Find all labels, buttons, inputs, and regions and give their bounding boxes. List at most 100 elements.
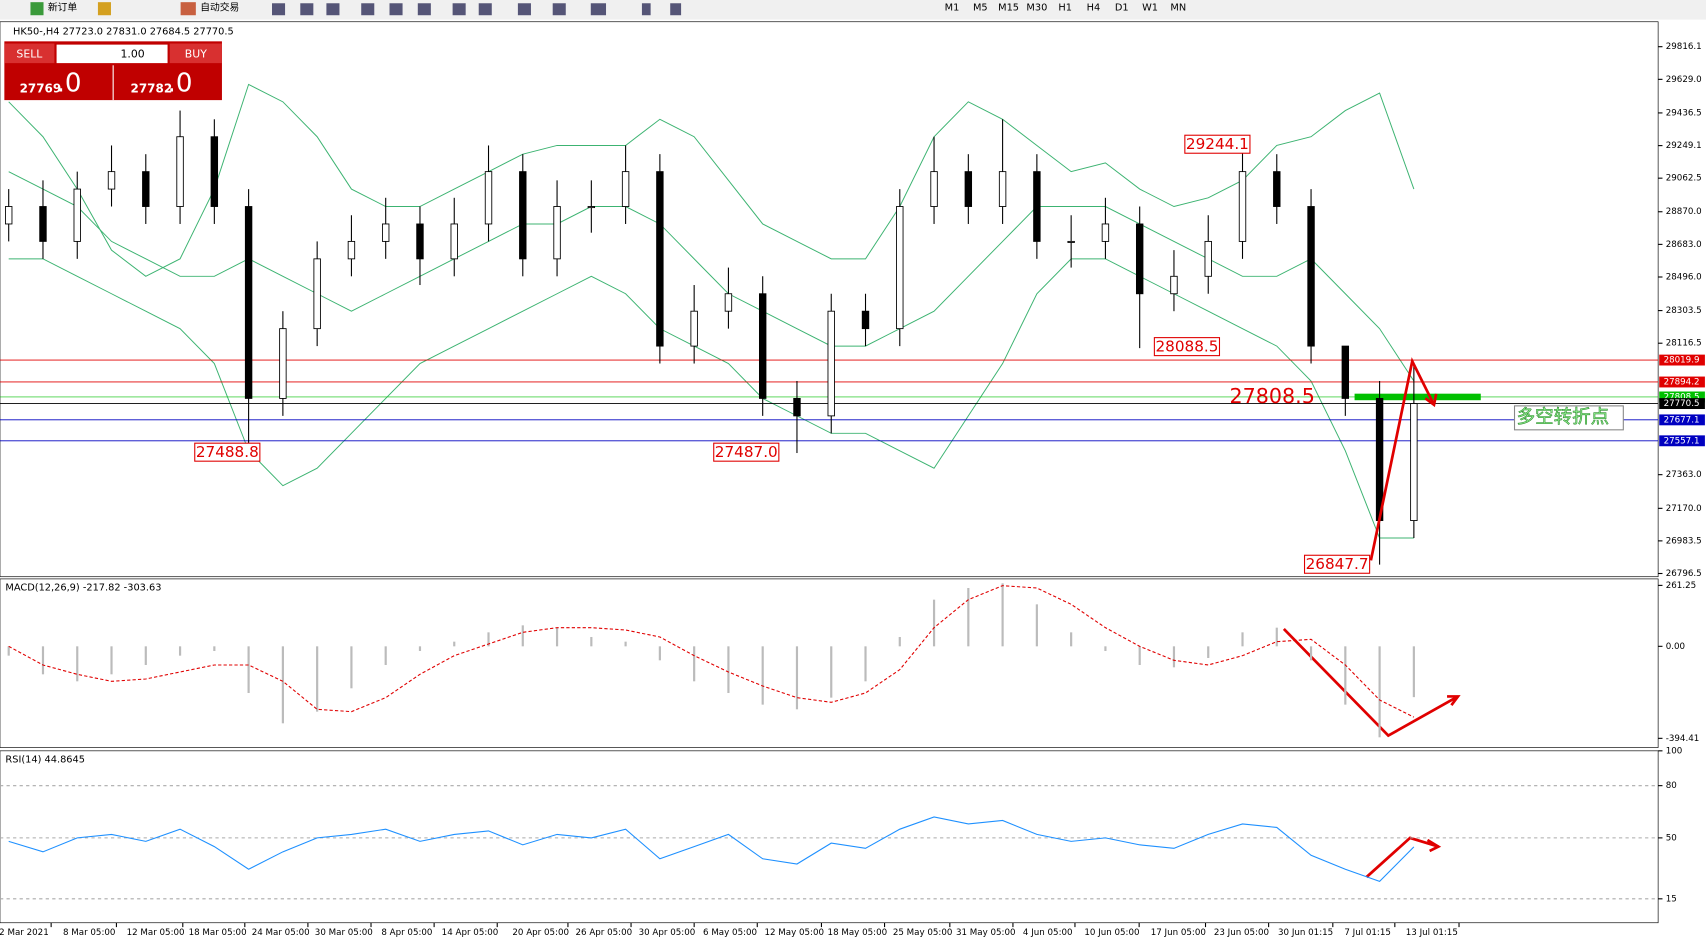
sell-fraction[interactable]: .0	[57, 68, 82, 98]
price-annotation: 27488.8	[196, 443, 259, 461]
macd-bar	[76, 646, 79, 682]
candle-body	[1410, 403, 1418, 521]
price-tick-label: 29062.5	[1666, 174, 1702, 184]
candle-body	[1341, 345, 1350, 399]
candle-body	[1067, 240, 1075, 243]
timeframe[interactable]: M30	[1026, 3, 1047, 14]
candle-body	[724, 293, 733, 312]
lots[interactable]: 1.00	[120, 47, 144, 60]
price-tick-label: 28683.0	[1666, 240, 1702, 250]
macd-bar	[178, 646, 182, 656]
icon[interactable]	[97, 2, 111, 16]
x-tick-label: 31 May 05:00	[956, 928, 1016, 938]
timeframe[interactable]: MN	[1170, 3, 1186, 14]
macd-bar	[1138, 646, 1141, 665]
rsi-tick-label: 15	[1666, 894, 1677, 904]
note-box	[1513, 405, 1624, 431]
macd-bar	[110, 646, 113, 675]
rsi-panel	[0, 750, 1659, 924]
candle-body	[1204, 240, 1212, 277]
buy-button[interactable]	[169, 43, 222, 64]
x-tick-label: 24 Mar 05:00	[252, 928, 310, 938]
x-tick-label: 18 Mar 05:00	[189, 928, 247, 938]
macd-bar	[727, 646, 730, 693]
candle-body	[484, 171, 493, 225]
candle-body	[279, 328, 287, 399]
candle-body	[347, 240, 356, 260]
candle-body	[416, 223, 424, 260]
macd-bar	[1104, 646, 1107, 651]
timeframe[interactable]: M15	[998, 3, 1019, 14]
annotation-box	[713, 442, 780, 462]
macd-bar	[487, 632, 490, 647]
bollinger-lower	[8, 258, 1414, 539]
price-level-label: 27677.1	[1664, 415, 1700, 425]
new-order-icon[interactable]	[30, 2, 44, 16]
price-tick-label: 27170.0	[1666, 504, 1702, 514]
price-tick-label: 28303.5	[1666, 306, 1702, 316]
x-tick-label: 12 May 05:00	[764, 928, 824, 938]
lots-input[interactable]	[56, 44, 168, 64]
macd-bar	[247, 646, 250, 693]
candle-body	[1273, 171, 1281, 207]
price-annotation: 29244.1	[1186, 135, 1249, 153]
x-tick-label: 7 Jul 01:15	[1344, 928, 1391, 938]
macd-bar	[830, 646, 833, 698]
auto-trade-icon[interactable]	[180, 2, 196, 16]
macd-bar	[1344, 646, 1347, 705]
candle-body	[587, 206, 596, 209]
candle-body	[1135, 223, 1144, 295]
candle-body	[930, 171, 938, 207]
macd-panel	[0, 578, 1659, 748]
macd-bar	[384, 646, 387, 665]
x-tick-label: 30 Mar 05:00	[315, 928, 373, 938]
macd-bar	[932, 599, 936, 647]
rsi-header: RSI(14) 44.8645	[5, 755, 85, 766]
macd-bar	[213, 646, 216, 651]
buy-fraction[interactable]: .0	[168, 68, 193, 98]
macd-bar	[658, 646, 661, 661]
rsi-tick-label: 50	[1666, 833, 1677, 843]
turning-zone	[1354, 393, 1481, 401]
macd-bar	[7, 646, 10, 656]
macd-bar	[693, 646, 696, 682]
price-tick-label: 28116.5	[1666, 339, 1702, 349]
macd-bar	[281, 646, 284, 724]
price-level-tag	[1659, 376, 1705, 388]
x-tick-label: 14 Apr 05:00	[442, 928, 499, 938]
candle-body	[73, 188, 81, 242]
new-order[interactable]: 新订单	[48, 1, 78, 14]
x-tick-label: 30 Jun 01:15	[1278, 928, 1333, 938]
arrow-head	[1426, 838, 1442, 853]
timeframe[interactable]: M1	[945, 3, 960, 14]
annotation-box	[194, 442, 261, 462]
annotation-box	[1303, 554, 1371, 574]
price-level-label: 27770.5	[1664, 399, 1700, 409]
candle-body	[964, 171, 973, 207]
candle-body	[142, 171, 150, 207]
rsi-tick-label: 80	[1666, 781, 1677, 791]
timeframe[interactable]: H4	[1087, 3, 1101, 14]
buy-price[interactable]: 27782	[131, 82, 173, 96]
price-level-label: 27808.5	[1664, 392, 1700, 402]
sell[interactable]: SELL	[16, 47, 42, 60]
candle-body	[1101, 223, 1110, 242]
sell-price[interactable]: 27769	[20, 82, 62, 96]
price-annotation: 27487.0	[715, 443, 778, 461]
macd-bar	[1309, 646, 1313, 661]
sell-button[interactable]	[4, 43, 55, 64]
x-tick-label: 8 Apr 05:00	[381, 928, 432, 938]
auto-trade[interactable]: 自动交易	[200, 1, 239, 14]
timeframe[interactable]: H1	[1058, 3, 1072, 14]
candle-body	[896, 206, 904, 330]
timeframe[interactable]: W1	[1142, 3, 1158, 14]
candle-body	[107, 171, 116, 190]
candle-body	[553, 206, 561, 260]
timeframe[interactable]: M5	[973, 3, 988, 14]
candle-body	[210, 136, 219, 207]
price-tick-label: 29436.5	[1666, 108, 1702, 118]
buy[interactable]: BUY	[185, 47, 207, 60]
timeframe[interactable]: D1	[1115, 3, 1129, 14]
price-tick-label: 28496.0	[1666, 273, 1702, 283]
price-level-label: 28019.9	[1664, 356, 1700, 366]
